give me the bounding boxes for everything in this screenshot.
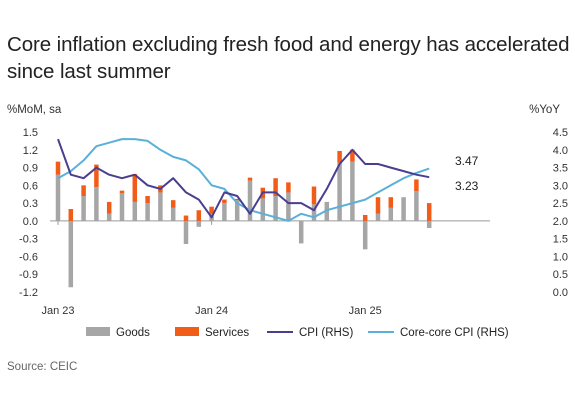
services-bar (362, 214, 368, 221)
left-axis-unit-label: %MoM, sa (7, 104, 62, 116)
goods-bar (401, 197, 406, 221)
goods-bar (362, 220, 368, 250)
goods-bar (55, 174, 61, 221)
services-bar (222, 199, 227, 204)
services-bar (375, 197, 381, 214)
goods-bar (68, 220, 74, 288)
services-bar (209, 206, 214, 214)
services-bar (414, 179, 419, 192)
right-axis-tick-label: 2.0 (553, 216, 568, 228)
legend-services-label: Services (205, 327, 249, 339)
x-axis-tick-label: Jan 24 (195, 305, 228, 317)
legend-goods-swatch (86, 327, 110, 336)
services-bar (273, 178, 278, 196)
left-axis-tick-label: 0.0 (23, 216, 38, 228)
right-axis-tick-label: 4.5 (553, 127, 568, 139)
goods-bar (375, 213, 381, 221)
legend-services-swatch (175, 327, 199, 336)
right-axis-tick-label: 3.5 (553, 163, 568, 175)
goods-bar (247, 180, 253, 221)
annotation-cpi: 3.23 (455, 179, 479, 193)
services-bar (196, 210, 202, 221)
goods-bar (298, 220, 304, 244)
goods-bar (234, 200, 240, 221)
goods-bar (196, 220, 202, 227)
left-axis-tick-label: -0.9 (19, 269, 38, 281)
left-axis-tick-label: 0.9 (23, 163, 38, 175)
cpi-line (57, 138, 430, 219)
goods-bar (183, 220, 189, 244)
right-axis-tick-label: 1.5 (553, 234, 568, 246)
goods-bar (388, 207, 394, 221)
services-bar (145, 196, 150, 204)
goods-bar (273, 196, 278, 221)
goods-bar (170, 207, 176, 221)
goods-bar (145, 203, 150, 221)
goods-bar (119, 193, 125, 221)
services-bar (247, 177, 253, 181)
goods-bar (106, 213, 112, 221)
goods-bar (337, 162, 342, 221)
services-bar (68, 209, 74, 221)
right-axis-tick-label: 4.0 (553, 145, 568, 157)
goods-bar (324, 201, 330, 221)
chart-title: Core inflation excluding fresh food and … (7, 33, 570, 83)
right-axis-tick-label: 0.5 (553, 269, 568, 281)
left-axis-tick-label: 1.2 (23, 145, 38, 157)
left-axis-tick-label: -1.2 (19, 287, 38, 299)
annotation-core-core-cpi: 3.47 (455, 154, 479, 168)
services-bar (311, 186, 317, 205)
left-axis-tick-label: 0.3 (23, 198, 38, 210)
services-bar (132, 174, 138, 202)
goods-bar (350, 161, 355, 221)
left-axis-tick-label: -0.3 (19, 234, 38, 246)
services-bar (183, 215, 189, 221)
goods-bar (132, 201, 138, 221)
x-axis-tick-label: Jan 23 (41, 305, 74, 317)
services-bar (170, 200, 176, 208)
goods-bar (426, 220, 432, 228)
goods-bar (94, 187, 99, 221)
right-axis-tick-label: 2.5 (553, 198, 568, 210)
source-note: Source: CEIC (7, 361, 78, 373)
services-bar (106, 201, 112, 214)
goods-bar (158, 192, 163, 221)
services-bar (55, 161, 61, 175)
right-axis-tick-label: 0.0 (553, 287, 568, 299)
services-bar (119, 190, 125, 194)
services-bar (426, 203, 432, 221)
goods-bar (311, 204, 317, 221)
x-axis-tick-label: Jan 25 (349, 305, 382, 317)
services-bar (350, 149, 355, 162)
services-bar (286, 182, 291, 193)
goods-bar (81, 196, 86, 221)
right-axis-unit-label: %YoY (529, 104, 560, 116)
services-bar (337, 150, 342, 163)
legend-goods-label: Goods (116, 327, 150, 339)
legend-cpi-label: CPI (RHS) (299, 327, 353, 339)
services-bar (81, 185, 86, 196)
right-axis-tick-label: 3.0 (553, 180, 568, 192)
goods-bar (222, 203, 227, 221)
goods-bar (414, 191, 419, 221)
services-bar (388, 197, 394, 208)
goods-bar (260, 198, 266, 221)
services-bar (234, 198, 240, 201)
left-axis-tick-label: -0.6 (19, 251, 38, 263)
legend-core-core-cpi-label: Core-core CPI (RHS) (400, 327, 509, 339)
left-axis-tick-label: 1.5 (23, 127, 38, 139)
right-axis-tick-label: 1.0 (553, 251, 568, 263)
left-axis-tick-label: 0.6 (23, 180, 38, 192)
goods-bar (286, 192, 291, 221)
services-bar (94, 164, 99, 188)
core-core-cpi-line (57, 138, 430, 222)
